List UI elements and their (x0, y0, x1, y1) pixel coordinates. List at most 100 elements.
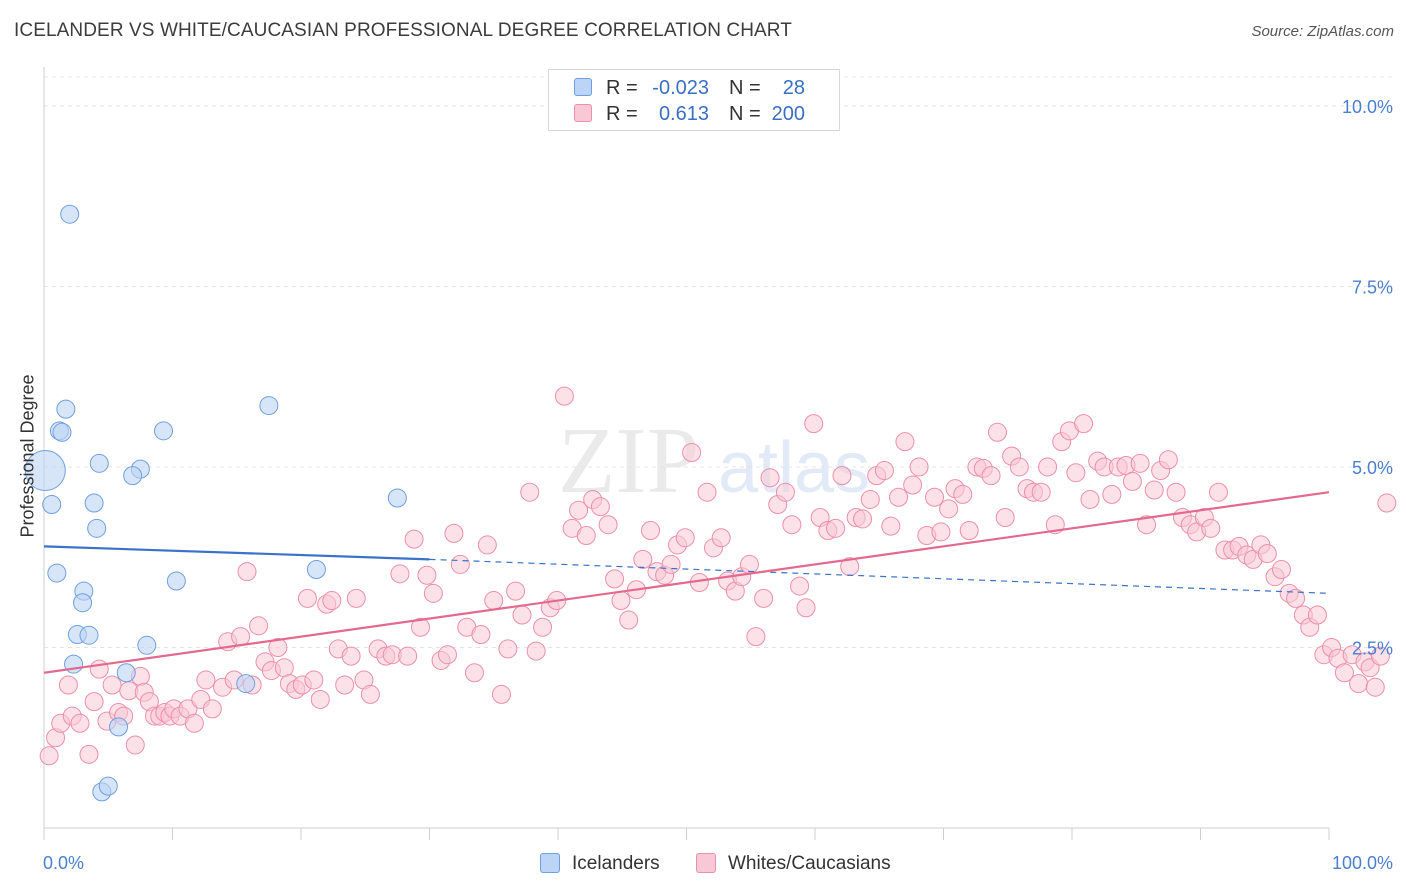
whites-point (1271, 559, 1291, 579)
whites-point (554, 386, 574, 406)
whites-point (274, 658, 294, 678)
whites-point (491, 684, 511, 704)
whites-point (520, 482, 540, 502)
icelanders-point (56, 399, 76, 419)
whites-point (249, 616, 269, 636)
whites-point (526, 641, 546, 661)
y-tick-label: 5.0% (1352, 458, 1393, 478)
whites-point (1066, 463, 1086, 483)
whites-point (1365, 677, 1385, 697)
whites-point (576, 526, 596, 546)
whites-point (619, 610, 639, 630)
correlation-stats-box: R = -0.023 N = 28 R = 0.613 N = 200 (548, 69, 840, 131)
whites-point (711, 528, 731, 548)
icelanders-point (306, 559, 326, 579)
whites-point (450, 554, 470, 574)
whites-point (889, 487, 909, 507)
whites-point (826, 518, 846, 538)
source-credit: Source: ZipAtlas.com (1251, 23, 1394, 40)
whites-point (1158, 450, 1178, 470)
y-tick-labels: 2.5% 5.0% 7.5% 10.0% (1342, 97, 1393, 659)
x-tick-label: 0.0% (43, 853, 84, 873)
r-label: R = (606, 77, 638, 99)
icelanders-point (60, 204, 80, 224)
n-label: N = (729, 77, 761, 99)
whites-point (953, 484, 973, 504)
whites-point (682, 443, 702, 462)
whites-point (1166, 482, 1186, 502)
whites-point (909, 457, 929, 477)
icelanders-point (123, 466, 143, 486)
whites-point (417, 565, 437, 585)
stats-row-whites: R = 0.613 N = 200 (549, 101, 839, 127)
whites-point (1074, 414, 1094, 434)
whites-point (297, 588, 317, 608)
whites-point (782, 515, 802, 535)
whites-point (881, 516, 901, 536)
whites-point (237, 562, 257, 582)
whites-point (598, 515, 618, 535)
whites-point (633, 549, 653, 569)
whites-point (310, 689, 330, 709)
whites-point (335, 675, 355, 695)
whites-swatch (574, 104, 592, 122)
whites-point (987, 422, 1007, 442)
whites-point (512, 605, 532, 625)
whites-point (484, 591, 504, 611)
whites-point (1349, 674, 1369, 694)
whites-point (569, 500, 589, 520)
icelanders-point (24, 450, 66, 492)
whites-point (70, 713, 90, 733)
legend-label: Icelanders (572, 853, 660, 874)
stats-row-icelanders: R = -0.023 N = 28 (549, 75, 839, 101)
icelanders-trend-line (43, 545, 430, 561)
whites-point (444, 523, 464, 543)
icelanders-point (79, 625, 99, 645)
whites-point (341, 646, 361, 666)
icelanders-trend-extension (429, 558, 1330, 594)
whites-point (471, 624, 491, 644)
x-tick-labels: 0.0% 100.0% (43, 853, 1393, 873)
r-value: -0.023 (652, 77, 709, 99)
whites-point (1286, 588, 1306, 608)
whites-trend-line (43, 491, 1330, 674)
whites-point (1307, 605, 1327, 625)
whites-point (184, 713, 204, 733)
icelanders-point (236, 674, 256, 694)
whites-point (533, 617, 553, 637)
y-tick-label: 7.5% (1352, 277, 1393, 297)
icelanders-point (84, 493, 104, 513)
whites-point (398, 646, 418, 666)
whites-point (346, 588, 366, 608)
icelanders-point (42, 494, 62, 514)
whites-point (89, 659, 109, 679)
whites-point (268, 637, 288, 657)
x-tick-label: 100.0% (1332, 853, 1393, 873)
chart-title: ICELANDER VS WHITE/CAUCASIAN PROFESSIONA… (14, 20, 792, 41)
whites-point (981, 466, 1001, 486)
whites-point (437, 645, 457, 665)
whites-point (477, 535, 497, 555)
whites-point (390, 564, 410, 584)
whites-point (959, 520, 979, 540)
whites-point (760, 468, 780, 488)
y-tick-label: 10.0% (1342, 97, 1393, 117)
icelanders-point (73, 593, 93, 613)
icelanders-point (154, 421, 174, 441)
icelanders-point (98, 776, 118, 796)
whites-point (39, 746, 59, 766)
data-points (24, 204, 1397, 802)
whites-point (675, 528, 695, 548)
icelanders-point (109, 717, 129, 737)
whites-point (1208, 482, 1228, 502)
whites-point (832, 466, 852, 486)
whites-point (995, 507, 1015, 527)
whites-point (1257, 544, 1277, 564)
whites-point (925, 487, 945, 507)
whites-point (423, 583, 443, 603)
trend-lines (43, 491, 1330, 674)
whites-point (404, 529, 424, 549)
whites-point (605, 569, 625, 589)
icelanders-point (259, 396, 279, 416)
